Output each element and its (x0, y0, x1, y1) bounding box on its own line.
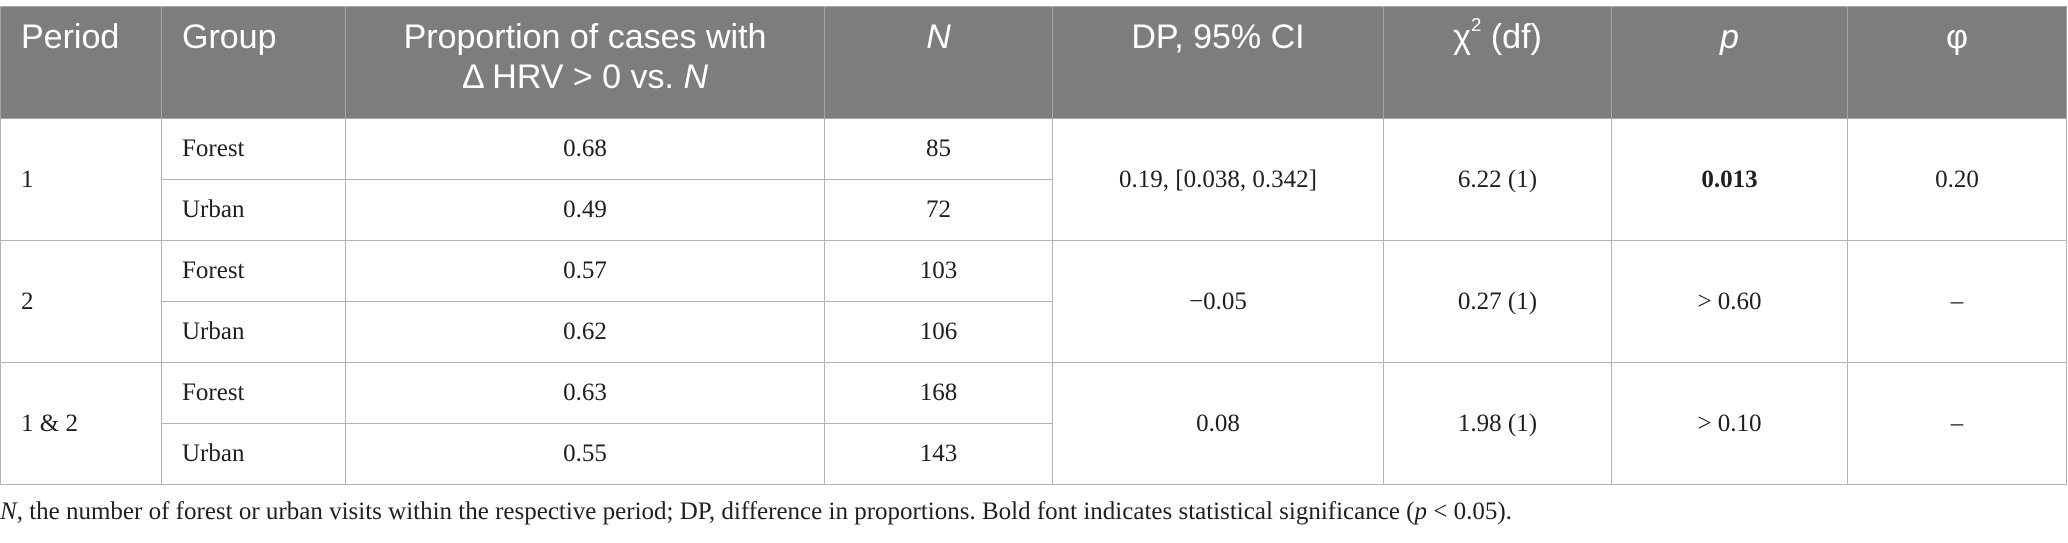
cell-group: Forest (161, 118, 346, 180)
table-row: 1 & 2 Forest 0.63 168 0.08 1.98 (1) > 0.… (0, 362, 2067, 485)
footnote-p: p (1414, 498, 1428, 525)
cell-chi2: 6.22 (1) (1383, 118, 1612, 241)
table-footnote: N, the number of forest or urban visits … (0, 498, 1512, 526)
cell-proportion: 0.63 (345, 362, 825, 424)
cell-n: 143 (824, 423, 1053, 485)
cell-group: Forest (161, 240, 346, 302)
cell-group: Urban (161, 179, 346, 241)
cell-proportion: 0.49 (345, 179, 825, 241)
table-body: 1 Forest 0.68 85 0.19, [0.038, 0.342] 6.… (0, 118, 2067, 485)
header-n: N (824, 6, 1053, 119)
header-period: Period (0, 6, 162, 119)
header-proportion-line1: Proportion of cases with (403, 18, 767, 56)
table-header: Period Group Proportion of cases with Δ … (0, 6, 2067, 119)
cell-p: > 0.10 (1611, 362, 1848, 485)
cell-proportion: 0.55 (345, 423, 825, 485)
cell-n: 168 (824, 362, 1053, 424)
table-row: 1 Forest 0.68 85 0.19, [0.038, 0.342] 6.… (0, 118, 2067, 241)
cell-proportion: 0.57 (345, 240, 825, 302)
cell-n: 103 (824, 240, 1053, 302)
cell-phi: 0.20 (1847, 118, 2067, 241)
cell-period: 1 & 2 (0, 362, 162, 485)
header-p: p (1611, 6, 1848, 119)
cell-n: 106 (824, 301, 1053, 363)
header-chi2: χ2 (df) (1383, 6, 1612, 119)
cell-n: 72 (824, 179, 1053, 241)
cell-group: Urban (161, 423, 346, 485)
cell-dp: 0.19, [0.038, 0.342] (1052, 118, 1384, 241)
cell-group: Forest (161, 362, 346, 424)
cell-phi: – (1847, 362, 2067, 485)
cell-chi2: 1.98 (1) (1383, 362, 1612, 485)
header-chi-sup: 2 (1471, 14, 1482, 36)
footnote-text-1: , the number of forest or urban visits w… (16, 498, 1415, 525)
cell-p-significant: 0.013 (1611, 118, 1848, 241)
header-n-label: N (926, 18, 951, 56)
cell-n: 85 (824, 118, 1053, 180)
header-proportion-n: N (683, 58, 708, 96)
header-proportion: Proportion of cases with Δ HRV > 0 vs. N (345, 6, 825, 119)
cell-group: Urban (161, 301, 346, 363)
results-table: Period Group Proportion of cases with Δ … (0, 6, 2067, 485)
header-phi: φ (1847, 6, 2067, 119)
cell-period: 2 (0, 240, 162, 363)
header-group: Group (161, 6, 346, 119)
table-row: 2 Forest 0.57 103 −0.05 0.27 (1) > 0.60 … (0, 240, 2067, 363)
cell-dp: 0.08 (1052, 362, 1384, 485)
header-chi-suffix: (df) (1481, 18, 1542, 56)
cell-p: > 0.60 (1611, 240, 1848, 363)
cell-phi: – (1847, 240, 2067, 363)
header-dp: DP, 95% CI (1052, 6, 1384, 119)
footnote-text-2: < 0.05). (1427, 498, 1512, 525)
header-chi-symbol: χ (1453, 18, 1471, 56)
cell-dp: −0.05 (1052, 240, 1384, 363)
cell-period: 1 (0, 118, 162, 241)
cell-proportion: 0.68 (345, 118, 825, 180)
footnote-n: N (0, 498, 17, 525)
header-proportion-line2: Δ HRV > 0 vs. (461, 58, 684, 96)
table-row: Urban 0.55 143 (1, 423, 2067, 485)
header-p-label: p (1720, 18, 1739, 56)
header-row: Period Group Proportion of cases with Δ … (0, 6, 2067, 119)
table-row: Urban 0.49 72 (1, 179, 2067, 241)
cell-proportion: 0.62 (345, 301, 825, 363)
cell-chi2: 0.27 (1) (1383, 240, 1612, 363)
